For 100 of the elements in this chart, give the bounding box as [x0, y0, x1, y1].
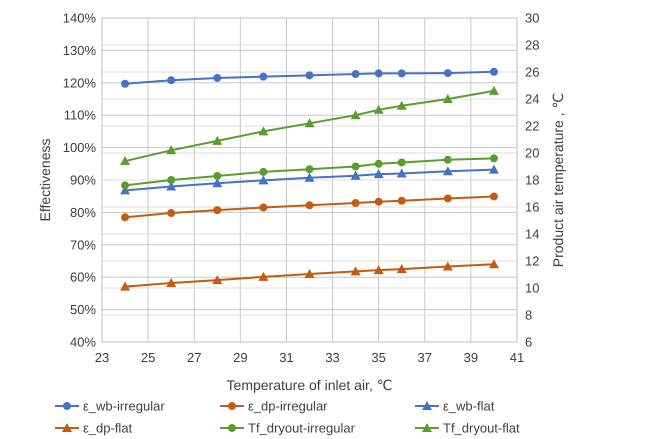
y-tick-label: 50%	[70, 302, 96, 318]
point	[120, 156, 130, 166]
point	[488, 164, 499, 174]
point	[444, 69, 452, 78]
point	[306, 71, 314, 80]
legend-label: ε_wb-flat	[443, 398, 495, 414]
point	[490, 68, 498, 76]
legend-label: ε_wb-irregular	[83, 398, 166, 414]
point	[121, 80, 130, 88]
y-tick-label: 120%	[62, 75, 96, 90]
point	[374, 104, 384, 114]
point	[444, 194, 452, 202]
point	[444, 156, 452, 164]
point	[374, 265, 384, 274]
point	[120, 282, 130, 291]
x-tick-label: 27	[186, 350, 202, 365]
point	[121, 213, 130, 222]
x-tick-label: 39	[464, 350, 478, 365]
y2-tick-label: 22	[525, 118, 540, 134]
point	[350, 110, 361, 120]
point	[396, 168, 407, 178]
y-tick-label: 70%	[70, 237, 96, 252]
point	[398, 158, 406, 166]
point	[212, 275, 222, 284]
point	[167, 176, 176, 184]
point	[306, 201, 314, 210]
point	[258, 175, 268, 184]
point	[442, 94, 453, 103]
point	[213, 172, 222, 180]
point	[374, 169, 384, 178]
y-axis-title: Effectiveness	[37, 138, 53, 222]
y2-tick-label: 14	[525, 226, 540, 242]
x-tick-label: 35	[371, 350, 386, 365]
y2-tick-label: 30	[525, 10, 540, 26]
point	[304, 118, 314, 128]
point	[258, 272, 268, 281]
point	[490, 192, 498, 201]
y2-tick-label: 24	[525, 92, 540, 106]
y-tick-label: 130%	[62, 42, 96, 58]
y2-tick-label: 12	[525, 254, 540, 268]
point	[304, 268, 314, 278]
x-tick-label: 37	[418, 350, 432, 365]
y2-axis-title: Product air temperature , ℃	[550, 92, 566, 268]
point	[212, 136, 222, 145]
point	[121, 181, 130, 190]
y-tick-label: 40%	[70, 334, 96, 350]
y-tick-label: 100%	[62, 140, 96, 156]
point	[398, 196, 406, 205]
legend-label: ε_dp-flat	[83, 420, 133, 436]
x-tick-label: 23	[94, 350, 110, 365]
y2-tick-label: 20	[525, 146, 540, 160]
legend-label: ε_dp-irregular	[248, 398, 328, 414]
point	[304, 172, 314, 182]
point	[167, 209, 176, 218]
point	[166, 145, 176, 154]
y2-tick-label: 18	[525, 172, 540, 188]
point	[213, 206, 222, 214]
point	[213, 74, 222, 82]
y-tick-label: 90%	[70, 172, 96, 188]
y2-tick-label: 26	[525, 64, 540, 80]
legend-label: Tf_dryout-irregular	[248, 420, 356, 436]
point	[352, 162, 360, 170]
point	[488, 259, 499, 268]
y2-tick-label: 8	[525, 308, 532, 322]
y-tick-label: 80%	[70, 204, 96, 220]
point	[352, 70, 360, 78]
point	[374, 160, 383, 168]
point	[490, 154, 498, 162]
x-axis-title: Temperature of inlet air, ℃	[226, 377, 392, 393]
point	[396, 264, 407, 274]
point	[166, 278, 176, 288]
y-tick-label: 110%	[64, 108, 96, 123]
y-tick-label: 140%	[62, 10, 96, 26]
point	[488, 86, 499, 95]
y2-tick-label: 28	[525, 38, 540, 52]
y-tick-label: 60%	[70, 270, 96, 285]
y2-tick-label: 10	[525, 280, 540, 296]
point	[167, 76, 176, 84]
point	[352, 199, 360, 208]
y2-tick-label: 16	[525, 200, 540, 214]
x-tick-label: 33	[325, 350, 340, 365]
point	[259, 72, 268, 81]
point	[212, 178, 222, 188]
legend-label: Tf_dryout-flat	[443, 420, 520, 436]
point	[442, 262, 453, 271]
x-tick-label: 41	[510, 350, 524, 365]
point	[350, 170, 361, 180]
point	[258, 126, 268, 136]
point	[442, 166, 453, 176]
point	[259, 204, 268, 212]
point	[259, 168, 268, 176]
y2-tick-label: 6	[525, 334, 532, 350]
point	[374, 69, 383, 78]
x-tick-label: 29	[233, 350, 248, 365]
point	[398, 69, 406, 78]
point	[374, 198, 383, 206]
x-tick-label: 25	[140, 350, 156, 365]
point	[396, 100, 407, 110]
point	[306, 165, 314, 174]
x-tick-label: 31	[279, 350, 294, 365]
